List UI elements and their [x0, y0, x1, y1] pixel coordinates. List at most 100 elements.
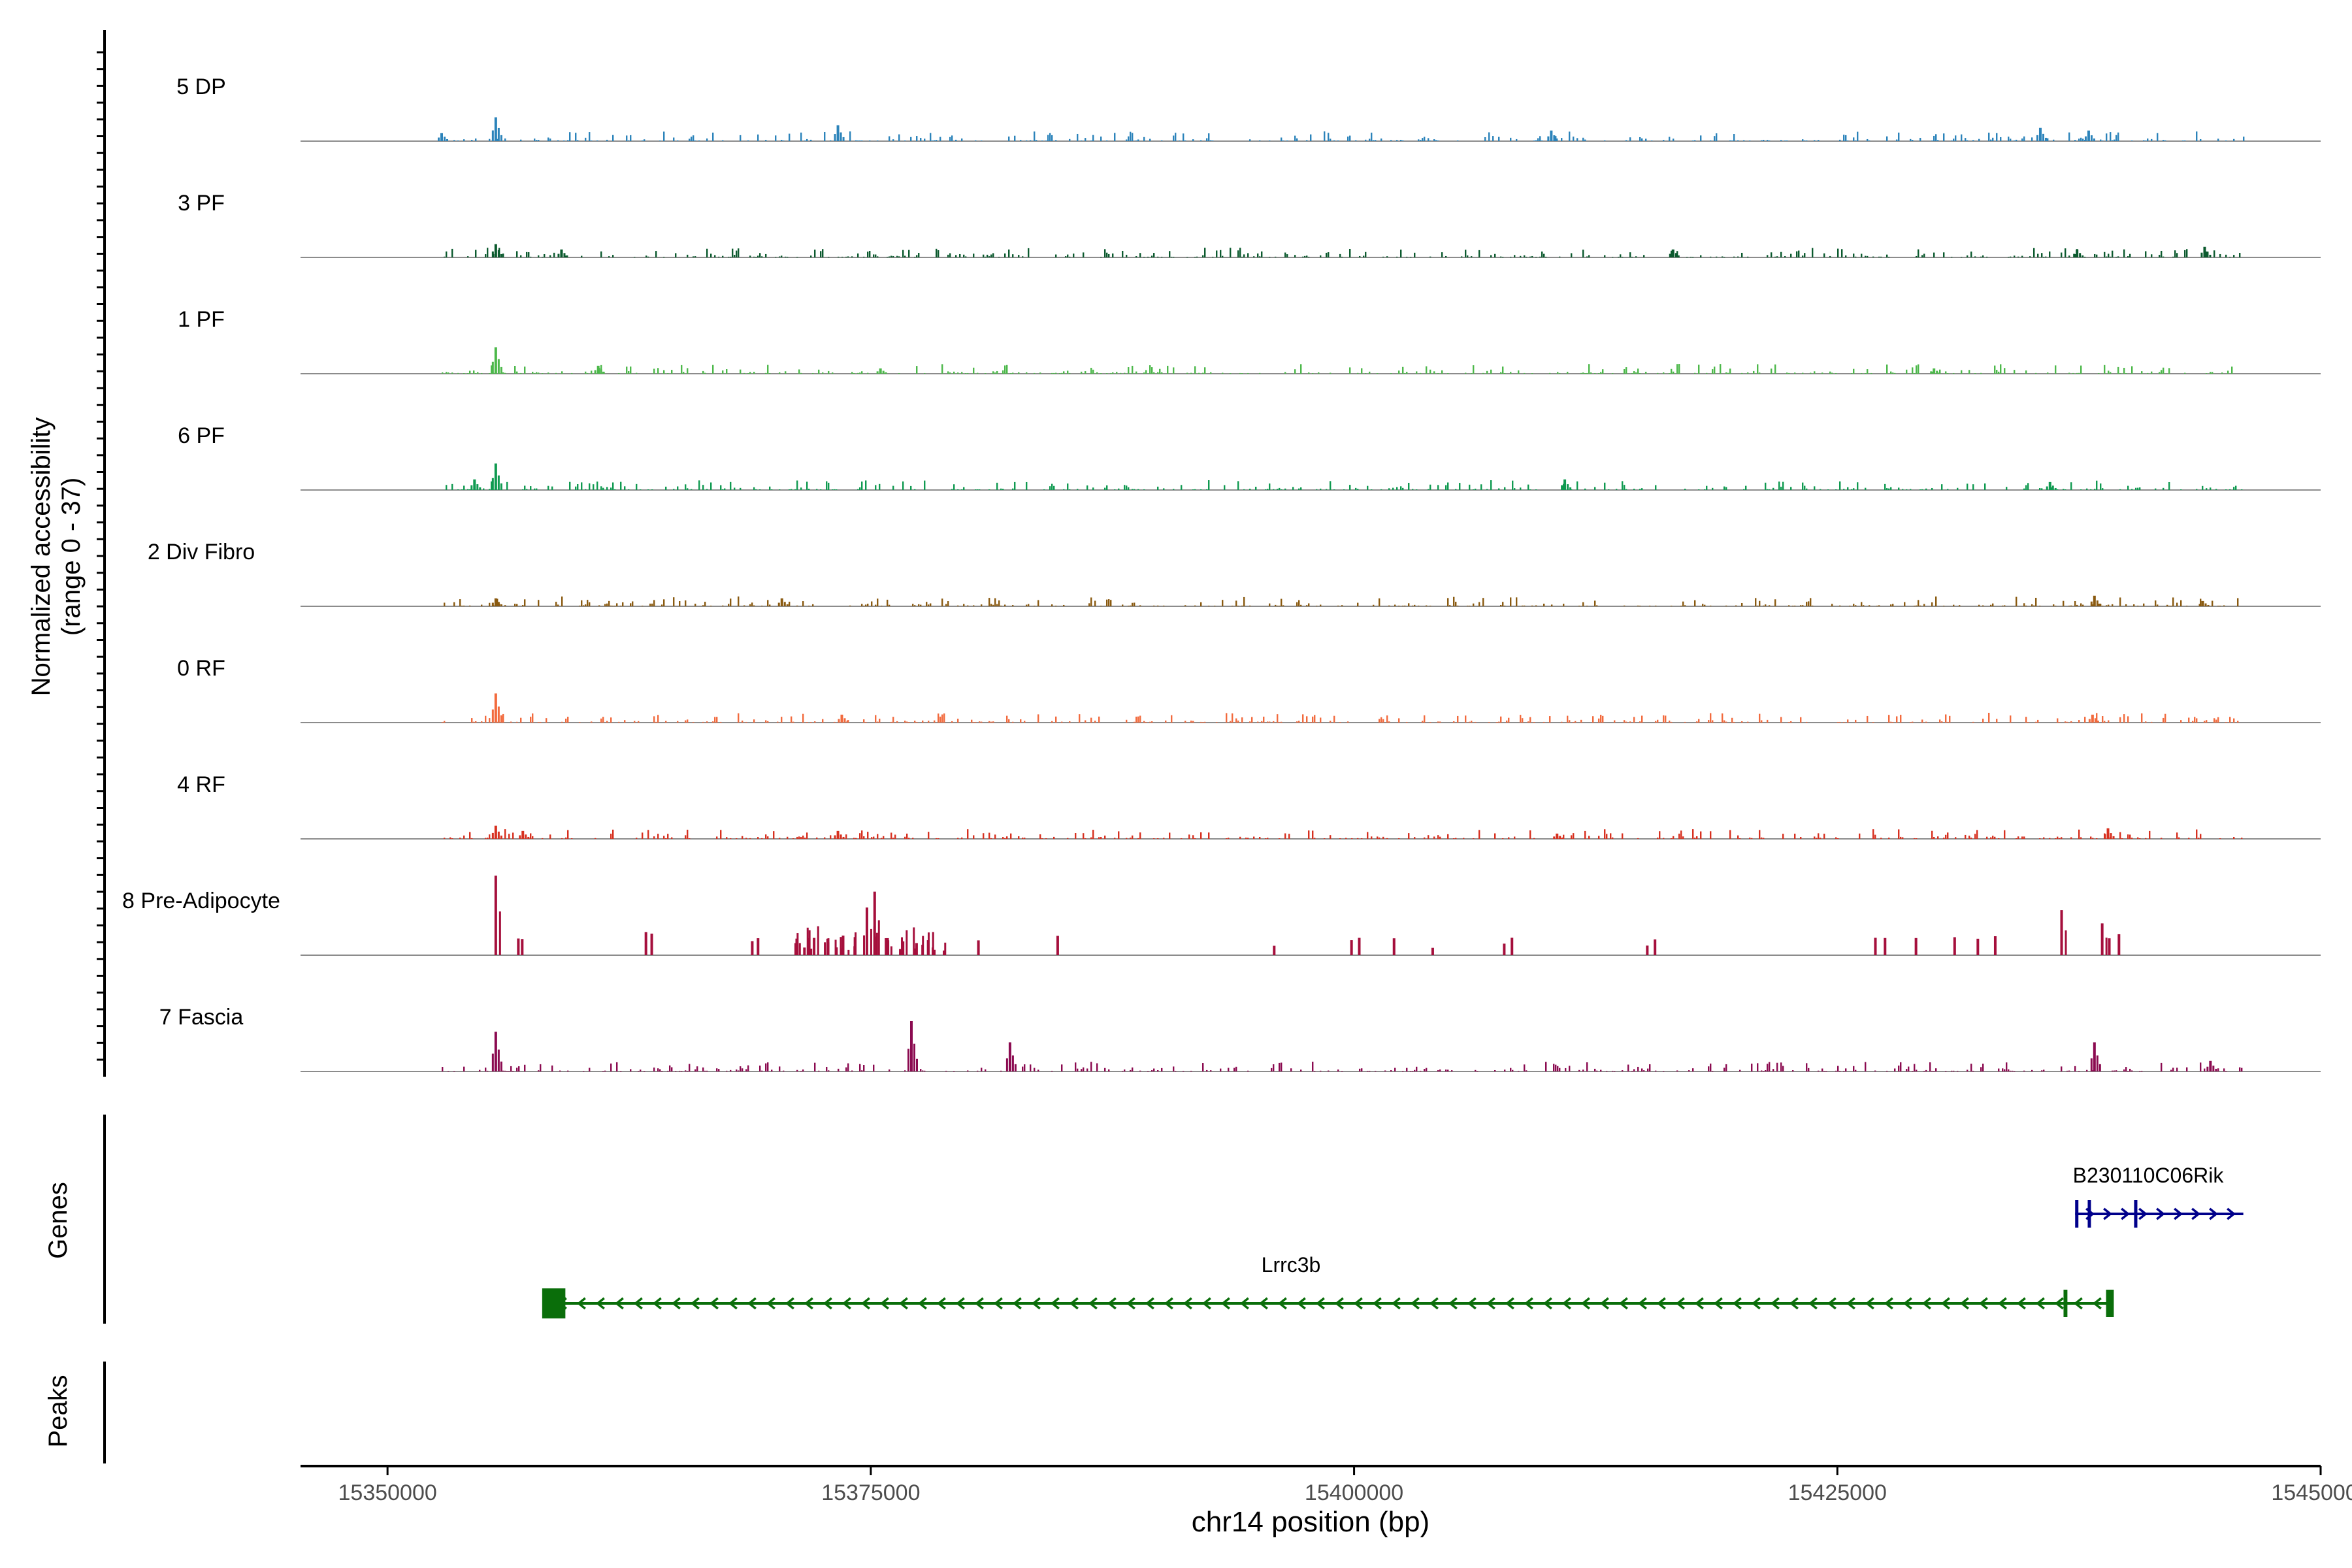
- coverage-bar: [584, 371, 587, 374]
- coverage-bar: [606, 139, 608, 141]
- coverage-bar: [1509, 1068, 1512, 1071]
- coverage-bar: [1286, 140, 1288, 141]
- coverage-bar: [1793, 834, 1796, 839]
- coverage-bar: [549, 139, 551, 141]
- coverage-bar: [1625, 367, 1627, 374]
- coverage-bar: [1799, 605, 1802, 606]
- coverage-bar: [1439, 836, 1441, 839]
- coverage-bar: [1782, 482, 1784, 490]
- coverage-bar: [1446, 598, 1449, 606]
- coverage-bar: [1499, 716, 1502, 723]
- coverage-bar: [949, 372, 951, 374]
- coverage-bar: [1014, 1064, 1017, 1071]
- coverage-bar: [1887, 488, 1890, 490]
- coverage-bar: [2015, 838, 2017, 839]
- coverage-bar: [1117, 831, 1120, 839]
- coverage-bar: [1905, 369, 1908, 374]
- coverage-bar: [1613, 720, 1616, 723]
- coverage-bar: [803, 947, 806, 955]
- coverage-bar: [1989, 604, 1992, 606]
- coverage-bar: [1029, 1064, 1032, 1071]
- coverage-bar: [2164, 713, 2166, 723]
- coverage-bar: [1284, 833, 1286, 839]
- coverage-bar: [1952, 604, 1955, 606]
- coverage-bar: [1529, 830, 1531, 839]
- coverage-bar: [2034, 597, 2037, 606]
- coverage-bar: [1054, 140, 1057, 141]
- strand-arrow: [1637, 1297, 1647, 1310]
- coverage-bar: [786, 836, 789, 839]
- coverage-bar: [2121, 838, 2123, 839]
- coverage-bar: [1766, 719, 1769, 723]
- coverage-bar: [1047, 135, 1049, 141]
- coverage-bar: [2095, 480, 2098, 490]
- coverage-bar: [1472, 603, 1475, 606]
- coverage-bar: [2227, 370, 2229, 374]
- coverage-bar: [1090, 367, 1092, 374]
- coverage-bar: [2068, 132, 2070, 141]
- coverage-bar: [984, 1069, 987, 1071]
- coverage-bar: [488, 718, 491, 723]
- coverage-bar: [1580, 372, 1582, 374]
- coverage-bar: [792, 838, 794, 839]
- coverage-bar: [1105, 485, 1108, 490]
- coverage-bar: [1568, 1066, 1571, 1071]
- coverage-bar: [824, 942, 826, 955]
- coverage-bar: [2119, 717, 2121, 723]
- coverage-bar: [1329, 139, 1331, 141]
- coverage-bar: [1766, 489, 1769, 490]
- coverage-bar: [1390, 140, 1392, 141]
- coverage-bar: [1339, 838, 1341, 839]
- coverage-bar: [731, 248, 734, 257]
- coverage-bar: [1209, 372, 1212, 374]
- coverage-bar: [1531, 255, 1533, 257]
- coverage-bar: [1249, 489, 1251, 490]
- coverage-bar: [1245, 838, 1247, 839]
- coverage-bar: [721, 370, 724, 374]
- coverage-bar: [1691, 829, 1694, 839]
- coverage-bar: [888, 604, 890, 606]
- coverage-bar: [768, 486, 771, 490]
- coverage-bar: [1201, 255, 1204, 257]
- coverage-bar: [1933, 836, 1935, 839]
- coverage-bar: [931, 140, 934, 141]
- coverage-bar: [2125, 604, 2127, 606]
- coverage-bar: [927, 832, 930, 839]
- coverage-bar: [1590, 372, 1592, 374]
- coverage-bar: [584, 604, 587, 606]
- coverage-bar: [1676, 364, 1678, 374]
- track-8-pre-adipocyte: 8 Pre-Adipocyte: [122, 875, 2321, 956]
- coverage-bar: [941, 598, 943, 606]
- coverage-bar: [1227, 1068, 1230, 1071]
- coverage-bar: [1139, 605, 1141, 606]
- coverage-bar: [1670, 721, 1673, 723]
- coverage-bar: [1709, 831, 1712, 839]
- coverage-bar: [798, 943, 801, 955]
- coverage-bar: [1378, 719, 1380, 723]
- coverage-bar: [2040, 253, 2043, 257]
- coverage-bar: [1170, 715, 1173, 723]
- coverage-bar: [1770, 252, 1772, 257]
- coverage-bar: [841, 948, 843, 955]
- coverage-bar: [1358, 1068, 1361, 1071]
- coverage-bar: [2093, 253, 2096, 257]
- coverage-bar: [1229, 248, 1232, 257]
- coverage-bar: [749, 604, 751, 606]
- strand-arrow: [1524, 1297, 1533, 1310]
- coverage-bar: [2038, 838, 2041, 839]
- coverage-bar: [1868, 140, 1870, 141]
- coverage-bar: [494, 693, 497, 723]
- coverage-bar: [1207, 832, 1210, 839]
- coverage-bar: [794, 489, 796, 490]
- coverage-bar: [2099, 1064, 2101, 1071]
- coverage-bar: [488, 834, 491, 839]
- coverage-bar: [2217, 717, 2219, 723]
- coverage-bar: [2213, 718, 2215, 723]
- coverage-bar: [1068, 721, 1071, 723]
- strand-arrow: [860, 1297, 870, 1310]
- coverage-bar: [1325, 489, 1328, 490]
- coverage-bar: [533, 488, 536, 490]
- coverage-bar: [1143, 372, 1145, 374]
- coverage-bar: [941, 364, 943, 374]
- coverage-bar: [2013, 140, 2016, 141]
